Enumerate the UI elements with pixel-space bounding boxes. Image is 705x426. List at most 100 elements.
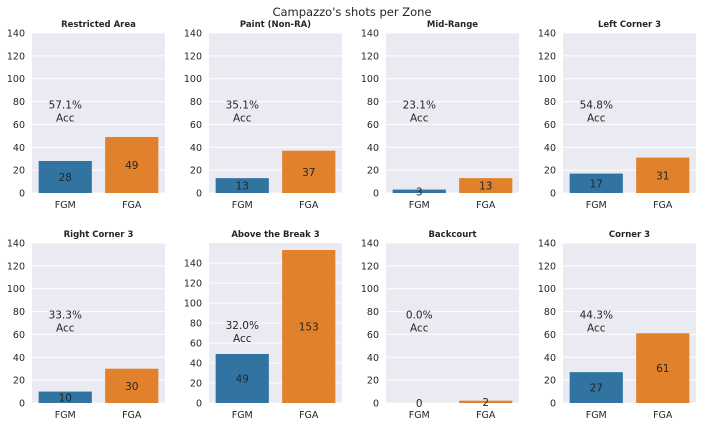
- bar-value-label: 37: [302, 167, 315, 179]
- bar-value-label: 17: [590, 178, 603, 190]
- bar-value-label: 27: [590, 383, 603, 395]
- bar-fgm: [38, 161, 92, 193]
- y-tick-label: 140: [538, 29, 556, 40]
- y-tick-label: 120: [538, 51, 556, 62]
- y-tick-label: 80: [367, 307, 379, 318]
- y-tick-label: 60: [190, 339, 202, 350]
- y-tick-label: 40: [190, 143, 202, 154]
- bar-value-label: 49: [236, 374, 249, 386]
- y-tick-label: 20: [367, 166, 379, 177]
- subplot-title: Corner 3: [609, 230, 650, 240]
- y-tick-label: 100: [7, 74, 25, 85]
- bar-value-label: 61: [656, 363, 669, 375]
- x-tick-label: FGM: [586, 410, 607, 421]
- y-tick-label: 40: [13, 143, 25, 154]
- panel-corner-3: 0 20 40 60 80 100 120 140 27 FGM 61 FGA Corner 3 44.3…: [538, 230, 696, 421]
- subplot-title: Above the Break 3: [231, 230, 319, 240]
- subplot-title: Left Corner 3: [598, 20, 661, 30]
- accuracy-value: 54.8%: [580, 99, 613, 111]
- x-tick-label: FGM: [232, 200, 253, 211]
- bar-fgm: [215, 354, 269, 403]
- y-tick-label: 20: [190, 166, 202, 177]
- accuracy-value: 32.0%: [226, 320, 259, 332]
- y-tick-label: 60: [190, 120, 202, 131]
- y-tick-label: 60: [367, 120, 379, 131]
- y-tick-label: 0: [196, 189, 202, 200]
- x-tick-label: FGM: [586, 200, 607, 211]
- bar-fgm: [215, 178, 269, 193]
- y-tick-label: 140: [184, 29, 202, 40]
- subplot-title: Paint (Non-RA): [240, 20, 311, 30]
- y-tick-label: 0: [196, 399, 202, 410]
- accuracy-label: Acc: [56, 112, 75, 124]
- y-tick-label: 120: [184, 51, 202, 62]
- y-tick-label: 0: [19, 399, 25, 410]
- y-tick-label: 20: [544, 166, 556, 177]
- x-tick-label: FGA: [299, 410, 319, 421]
- y-tick-label: 100: [361, 284, 379, 295]
- bar-fgm: [392, 189, 446, 193]
- bar-value-label: 153: [299, 322, 319, 334]
- accuracy-value: 33.3%: [49, 309, 82, 321]
- panel-right-corner-3: 0 20 40 60 80 100 120 140 10 FGM 30 FGA Right Corner…: [7, 230, 165, 421]
- y-tick-label: 80: [367, 97, 379, 108]
- figure-title: Campazzo's shots per Zone: [272, 5, 431, 19]
- subplot-title: Right Corner 3: [64, 230, 134, 240]
- bar-value-label: 28: [59, 172, 72, 184]
- y-tick-label: 20: [544, 376, 556, 387]
- y-tick-label: 80: [544, 307, 556, 318]
- bar-value-label: 49: [125, 160, 138, 172]
- bar-fgm: [38, 391, 92, 403]
- y-tick-label: 0: [550, 189, 556, 200]
- y-tick-label: 20: [190, 379, 202, 390]
- y-tick-label: 60: [13, 330, 25, 341]
- x-tick-label: FGA: [122, 200, 142, 211]
- y-tick-label: 100: [184, 74, 202, 85]
- accuracy-label: Acc: [587, 322, 606, 334]
- y-tick-label: 100: [538, 74, 556, 85]
- y-tick-label: 80: [544, 97, 556, 108]
- y-tick-label: 100: [184, 299, 202, 310]
- accuracy-value: 0.0%: [406, 309, 433, 321]
- y-tick-label: 80: [190, 97, 202, 108]
- y-tick-label: 140: [7, 29, 25, 40]
- bar-fgm: [569, 372, 623, 403]
- y-tick-label: 20: [367, 376, 379, 387]
- accuracy-label: Acc: [56, 322, 75, 334]
- y-tick-label: 20: [13, 376, 25, 387]
- y-tick-label: 140: [361, 239, 379, 250]
- y-tick-label: 140: [7, 239, 25, 250]
- bar-fga: [636, 333, 690, 403]
- subplot-title: Restricted Area: [61, 20, 136, 30]
- y-tick-label: 140: [361, 29, 379, 40]
- y-tick-label: 120: [361, 51, 379, 62]
- accuracy-label: Acc: [587, 112, 606, 124]
- bar-fga: [636, 157, 690, 193]
- bar-value-label: 0: [416, 398, 423, 410]
- panel-restricted-area: 0 20 40 60 80 100 120 140 28 FGM 49 FGA Restricted A…: [7, 20, 165, 211]
- bar-value-label: 10: [59, 392, 72, 404]
- panel-above-the-break-3: 0 20 40 60 80 100 120 140 49 FGM 153 FGA Above the B…: [184, 230, 342, 421]
- x-tick-label: FGA: [299, 200, 319, 211]
- y-tick-label: 120: [7, 261, 25, 272]
- y-tick-label: 120: [7, 51, 25, 62]
- y-tick-label: 0: [19, 189, 25, 200]
- axes-background: [386, 33, 519, 193]
- y-tick-label: 20: [13, 166, 25, 177]
- bar-fga: [459, 178, 513, 193]
- subplot-title: Backcourt: [428, 230, 476, 240]
- y-tick-label: 0: [550, 399, 556, 410]
- x-tick-label: FGM: [409, 410, 430, 421]
- x-tick-label: FGM: [55, 410, 76, 421]
- bar-fga: [282, 150, 336, 193]
- accuracy-value: 57.1%: [49, 99, 82, 111]
- accuracy-value: 35.1%: [226, 99, 259, 111]
- bar-fgm: [569, 173, 623, 193]
- panel-mid-range: 0 20 40 60 80 100 120 140 3 FGM 13 FGA Mid-Range 23.1…: [361, 20, 519, 211]
- y-tick-label: 60: [13, 120, 25, 131]
- axes-background: [386, 243, 519, 403]
- y-tick-label: 60: [367, 330, 379, 341]
- panel-left-corner-3: 0 20 40 60 80 100 120 140 17 FGM 31 FGA Left Corner …: [538, 20, 696, 211]
